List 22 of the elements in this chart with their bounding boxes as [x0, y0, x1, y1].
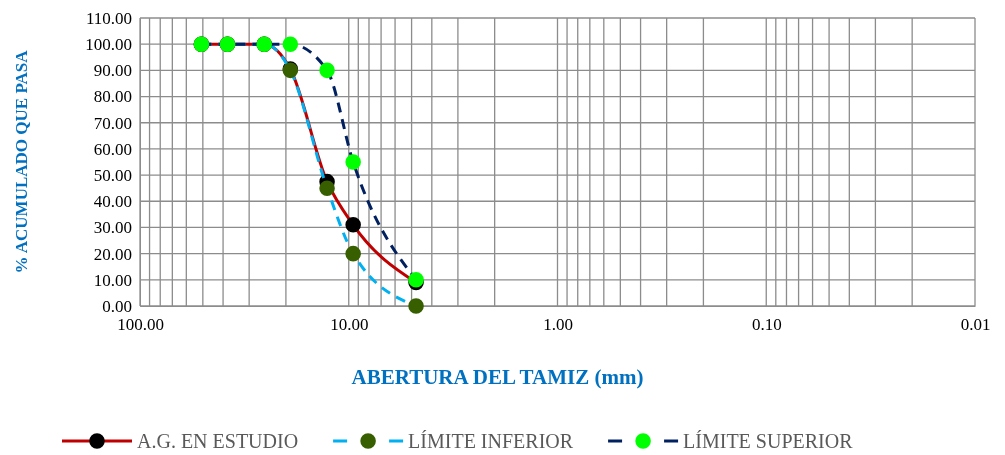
- x-tick-label: 100.00: [117, 315, 164, 335]
- y-tick-label: 0.00: [102, 296, 132, 316]
- y-tick-label: 40.00: [93, 192, 132, 212]
- y-tick-label: 70.00: [93, 113, 132, 133]
- y-tick-label: 60.00: [93, 139, 132, 159]
- legend-label: LÍMITE INFERIOR: [408, 430, 574, 452]
- y-tick-label: 10.00: [93, 270, 132, 290]
- y-axis-title: % ACUMULADO QUE PASA: [12, 49, 31, 274]
- x-axis-title: ABERTURA DEL TAMIZ (mm): [351, 365, 644, 389]
- x-tick-label: 0.01: [960, 315, 991, 335]
- y-tick-label: 20.00: [93, 244, 132, 264]
- y-tick-label: 30.00: [93, 218, 132, 238]
- y-tick-label: 50.00: [93, 166, 132, 186]
- x-tick-label: 0.10: [751, 315, 782, 335]
- x-tick-label: 10.00: [330, 315, 369, 335]
- x-tick-label: 1.00: [543, 315, 573, 335]
- y-tick-label: 100.00: [85, 35, 132, 55]
- y-tick-label: 80.00: [93, 87, 132, 107]
- legend-label: LÍMITE SUPERIOR: [683, 430, 854, 452]
- y-tick-label: 90.00: [93, 61, 132, 81]
- y-tick-label: 110.00: [85, 8, 132, 28]
- legend-label: A.G. EN ESTUDIO: [137, 430, 299, 452]
